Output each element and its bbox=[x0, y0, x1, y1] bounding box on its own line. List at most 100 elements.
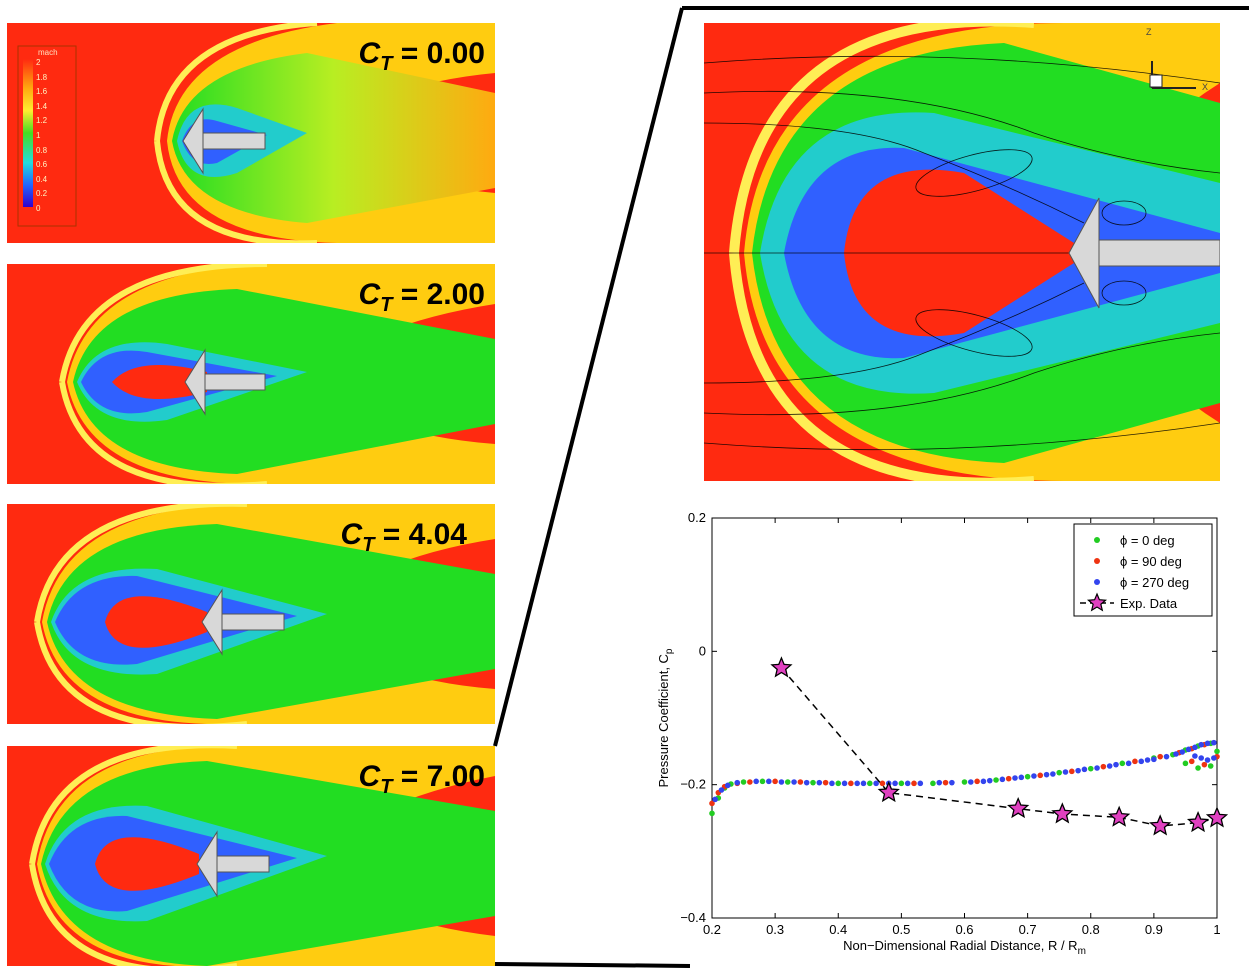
cp-point-2 bbox=[904, 780, 911, 787]
x-tick-label: 1 bbox=[1213, 922, 1220, 937]
cp-point-2 bbox=[1081, 766, 1088, 773]
zoom-contour-panel: Z X bbox=[704, 23, 1220, 481]
cp-point-2 bbox=[1043, 771, 1050, 778]
y-tick-label: −0.2 bbox=[680, 777, 706, 792]
cp-point-1 bbox=[709, 800, 715, 807]
cp-point-2 bbox=[1138, 758, 1145, 765]
colorbar-tick-label: 1.2 bbox=[36, 116, 48, 126]
x-tick-label: 0.8 bbox=[1082, 922, 1100, 937]
colorbar-tick-label: 0.8 bbox=[36, 145, 48, 155]
legend-label: Exp. Data bbox=[1120, 596, 1178, 611]
cp-point-0 bbox=[1056, 769, 1062, 776]
x-tick-label: 0.7 bbox=[1019, 922, 1037, 937]
cp-point-2 bbox=[1106, 763, 1113, 769]
cp-point-0 bbox=[1087, 765, 1094, 772]
contour-panel-ct-2: CT = 2.00 bbox=[7, 264, 495, 484]
cp-point-2 bbox=[1198, 755, 1205, 761]
cp-point-2 bbox=[1204, 757, 1211, 763]
mach-contour-ct-2 bbox=[7, 264, 495, 484]
cp-point-2 bbox=[1012, 775, 1018, 781]
cp-point-2 bbox=[791, 779, 797, 785]
colorbar-title: mach bbox=[38, 48, 58, 57]
cp-point-0 bbox=[709, 810, 715, 817]
cp-point-0 bbox=[867, 780, 873, 787]
mach-contour-ct-4 bbox=[7, 504, 495, 724]
cp-point-2 bbox=[999, 776, 1006, 783]
cp-point-0 bbox=[1207, 763, 1214, 769]
cp-point-1 bbox=[772, 778, 778, 785]
cp-point-1 bbox=[1201, 761, 1208, 768]
x-axis-label: Non−Dimensional Radial Distance, R / Rm bbox=[843, 938, 1086, 957]
cp-point-2 bbox=[917, 780, 924, 787]
cp-point-2 bbox=[724, 782, 731, 789]
cp-point-2 bbox=[1192, 744, 1198, 751]
cp-point-2 bbox=[1163, 753, 1170, 760]
triad-x-label: X bbox=[1202, 82, 1209, 92]
cp-point-2 bbox=[892, 780, 898, 787]
cp-point-0 bbox=[1214, 748, 1220, 755]
y-tick-label: 0.2 bbox=[688, 510, 706, 525]
colorbar-tick-label: 1.4 bbox=[36, 101, 48, 111]
cp-point-1 bbox=[911, 780, 917, 787]
cp-point-0 bbox=[1195, 765, 1201, 771]
cp-point-0 bbox=[898, 780, 905, 787]
x-tick-label: 0.4 bbox=[829, 922, 847, 937]
x-tick-label: 0.9 bbox=[1145, 922, 1163, 937]
cp-point-0 bbox=[993, 777, 999, 783]
cp-point-1 bbox=[1069, 768, 1075, 775]
cp-point-1 bbox=[1100, 763, 1107, 770]
contour-panel-ct-4: CT = 4.04 bbox=[7, 504, 495, 724]
cp-point-1 bbox=[1005, 775, 1012, 782]
y-axis-label: Pressure Coefficient, Cp bbox=[656, 648, 675, 787]
cp-point-1 bbox=[822, 779, 829, 786]
panel-label-ct-0: CT = 0.00 bbox=[358, 37, 485, 75]
triad-z-label: Z bbox=[1146, 27, 1152, 37]
cp-point-2 bbox=[816, 779, 823, 786]
legend-marker bbox=[1094, 558, 1100, 564]
colorbar-tick-label: 1.8 bbox=[36, 72, 48, 82]
cp-point-0 bbox=[1024, 773, 1031, 780]
cp-point-1 bbox=[1157, 753, 1163, 760]
x-tick-label: 0.5 bbox=[892, 922, 910, 937]
cp-point-2 bbox=[1031, 773, 1037, 779]
cp-point-2 bbox=[753, 778, 759, 785]
colorbar: mach 2 1.8 1.6 1.4 1.2 1 0.8 0.6 0.4 0.2 0 bbox=[18, 46, 76, 226]
mach-contour-ct-0 bbox=[7, 23, 495, 243]
zoom-contour-streamlines bbox=[704, 23, 1220, 481]
colorbar-tick-label: 1.6 bbox=[36, 87, 48, 97]
cp-point-2 bbox=[1211, 755, 1217, 761]
cp-point-2 bbox=[1211, 739, 1217, 746]
cp-point-1 bbox=[1132, 758, 1138, 765]
cp-point-0 bbox=[740, 779, 747, 785]
cp-point-2 bbox=[968, 779, 974, 785]
cp-point-2 bbox=[1062, 769, 1069, 775]
cp-point-2 bbox=[873, 780, 879, 787]
cp-point-0 bbox=[759, 778, 766, 785]
x-tick-label: 0.2 bbox=[703, 922, 721, 937]
exp-data-star bbox=[770, 656, 793, 678]
exp-data-star bbox=[1108, 805, 1131, 827]
colorbar-tick-label: 1 bbox=[36, 131, 41, 140]
cp-point-2 bbox=[980, 778, 987, 785]
cp-plot: 0.2 0.3 0.4 0.5 0.6 0.7 0.8 0.9 1 0.2 0 −0.2 −0.4 Non… bbox=[640, 505, 1230, 965]
cp-point-2 bbox=[1075, 767, 1081, 774]
cp-point-2 bbox=[1204, 740, 1211, 747]
cp-point-2 bbox=[1173, 751, 1179, 757]
cp-point-0 bbox=[784, 779, 791, 785]
cp-point-0 bbox=[1182, 760, 1189, 767]
y-tick-label: 0 bbox=[699, 643, 706, 658]
exp-data-star bbox=[1186, 810, 1210, 833]
cp-point-2 bbox=[1151, 756, 1157, 763]
cp-point-1 bbox=[879, 780, 886, 787]
cp-point-2 bbox=[718, 787, 725, 793]
cp-point-2 bbox=[1198, 741, 1205, 748]
cp-point-1 bbox=[1188, 758, 1195, 765]
panel-label-ct-7: CT = 7.00 bbox=[358, 760, 485, 798]
colorbar-tick-label: 2 bbox=[36, 58, 41, 67]
colorbar-tick-label: 0.4 bbox=[36, 174, 48, 184]
cp-point-1 bbox=[1037, 772, 1044, 779]
panel-label-ct-4: CT = 4.04 bbox=[340, 518, 467, 556]
cp-point-2 bbox=[1050, 771, 1056, 777]
cp-point-2 bbox=[1185, 746, 1192, 753]
cp-point-2 bbox=[734, 779, 741, 786]
